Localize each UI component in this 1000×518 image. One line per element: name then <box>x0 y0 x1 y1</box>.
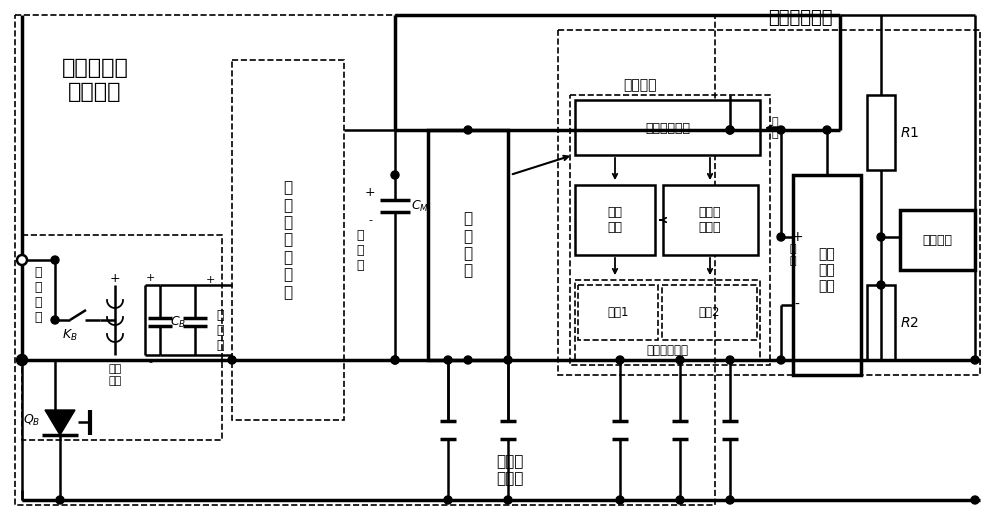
Circle shape <box>444 356 452 364</box>
Circle shape <box>777 356 785 364</box>
Text: $K_B$: $K_B$ <box>62 327 78 342</box>
Circle shape <box>391 171 399 179</box>
Text: 冗余供能电路: 冗余供能电路 <box>768 9 832 27</box>
Bar <box>867 95 895 170</box>
Text: -: - <box>368 215 372 225</box>
Circle shape <box>17 255 27 265</box>
Bar <box>575 185 655 255</box>
Text: 单元1: 单元1 <box>607 306 629 319</box>
Text: 多电平换流
器子模块: 多电平换流 器子模块 <box>62 59 128 102</box>
Text: 旁路触发单元: 旁路触发单元 <box>646 343 688 356</box>
Bar <box>22 235 222 440</box>
Bar <box>575 280 760 360</box>
Bar <box>867 285 895 360</box>
Text: 控制板卡: 控制板卡 <box>623 78 657 92</box>
Text: -: - <box>113 355 117 368</box>
Text: 检测保
护单元: 检测保 护单元 <box>699 206 721 234</box>
Text: 电源变换单元: 电源变换单元 <box>646 122 690 135</box>
Circle shape <box>504 496 512 504</box>
Circle shape <box>51 256 59 264</box>
Bar <box>578 285 658 340</box>
Bar <box>428 130 508 360</box>
Text: $C_B$: $C_B$ <box>170 314 186 329</box>
Text: +: + <box>205 275 215 285</box>
Bar <box>900 210 975 270</box>
Circle shape <box>726 496 734 504</box>
Text: 电
源
板
卡: 电 源 板 卡 <box>463 211 473 279</box>
Circle shape <box>823 126 831 134</box>
Bar <box>793 175 861 375</box>
Circle shape <box>676 356 684 364</box>
Circle shape <box>444 496 452 504</box>
Circle shape <box>51 316 59 324</box>
Circle shape <box>877 233 885 241</box>
Text: 电压
变换
电路: 电压 变换 电路 <box>819 247 835 293</box>
Text: 控制
线圈: 控制 线圈 <box>108 364 122 386</box>
Polygon shape <box>45 410 75 435</box>
Text: 单元2: 单元2 <box>698 306 720 319</box>
Text: $R2$: $R2$ <box>900 316 920 330</box>
Text: 连接模块: 连接模块 <box>922 234 952 247</box>
Text: $Q_B$: $Q_B$ <box>23 412 41 427</box>
Circle shape <box>726 126 734 134</box>
Circle shape <box>464 356 472 364</box>
Circle shape <box>971 356 979 364</box>
Circle shape <box>877 281 885 289</box>
Text: +: + <box>145 273 155 283</box>
Circle shape <box>391 356 399 364</box>
Text: $C_M$: $C_M$ <box>411 198 429 213</box>
Circle shape <box>777 233 785 241</box>
Text: +: + <box>365 185 375 198</box>
Text: 输
入: 输 入 <box>790 244 796 266</box>
Circle shape <box>726 126 734 134</box>
Text: 旁
路
开
关: 旁 路 开 关 <box>34 266 42 324</box>
Bar <box>15 15 715 505</box>
Text: +: + <box>791 230 803 244</box>
Circle shape <box>676 496 684 504</box>
Text: 功
率
半
导
体
单
元: 功 率 半 导 体 单 元 <box>283 180 293 300</box>
Bar <box>663 185 758 255</box>
Text: 通讯
单元: 通讯 单元 <box>608 206 622 234</box>
Text: 输
出: 输 出 <box>772 117 778 139</box>
Circle shape <box>17 355 27 365</box>
Circle shape <box>18 356 26 364</box>
Bar <box>575 100 760 155</box>
Text: -: - <box>148 357 152 367</box>
Circle shape <box>391 356 399 364</box>
Text: +: + <box>110 271 120 284</box>
Text: 旁路电
源输出: 旁路电 源输出 <box>496 454 524 486</box>
Bar <box>662 285 757 340</box>
Text: -: - <box>795 298 799 312</box>
Text: -: - <box>208 355 212 365</box>
Circle shape <box>616 356 624 364</box>
Circle shape <box>56 496 64 504</box>
Bar <box>232 60 344 420</box>
Circle shape <box>464 126 472 134</box>
Circle shape <box>228 356 236 364</box>
Text: 直
流
侧: 直 流 侧 <box>356 228 364 271</box>
Circle shape <box>504 356 512 364</box>
Text: 交
流
侧: 交 流 侧 <box>216 309 224 352</box>
Circle shape <box>971 496 979 504</box>
Bar <box>570 95 770 365</box>
Circle shape <box>777 126 785 134</box>
Text: $R1$: $R1$ <box>900 126 920 140</box>
Circle shape <box>616 496 624 504</box>
Circle shape <box>726 356 734 364</box>
Bar <box>558 30 980 375</box>
